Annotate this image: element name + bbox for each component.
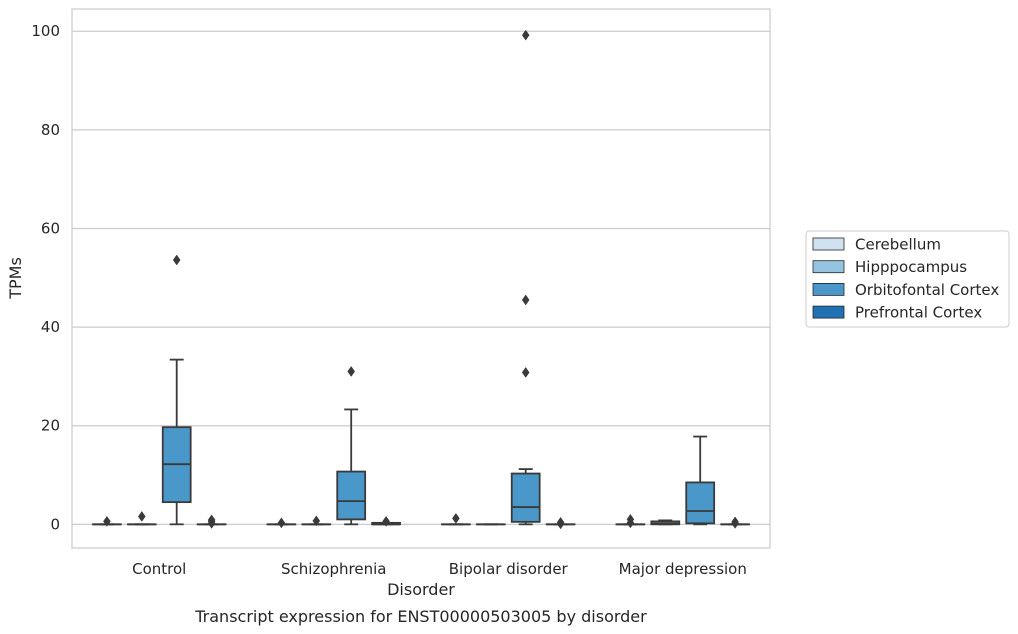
box-plot bbox=[126, 511, 157, 526]
outlier-point bbox=[312, 515, 321, 527]
box-plot bbox=[545, 516, 576, 530]
outlier-point bbox=[521, 294, 530, 306]
legend-entry-label: Hipppocampus bbox=[855, 258, 967, 276]
outlier-point bbox=[207, 514, 216, 526]
legend-swatch bbox=[812, 237, 845, 251]
y-tick-label: 40 bbox=[41, 318, 60, 336]
box-plot bbox=[266, 517, 297, 529]
box-plot bbox=[441, 512, 471, 526]
series-hipppocampus bbox=[126, 511, 681, 527]
outlier-point bbox=[626, 513, 635, 525]
box-plot bbox=[650, 519, 681, 526]
x-axis-label: Disorder bbox=[387, 580, 455, 599]
legend-entry-label: Cerebellum bbox=[855, 236, 941, 254]
legend: Cerebellum Hipppocampus Orbitofontal Corte… bbox=[805, 230, 1010, 328]
outlier-point bbox=[452, 512, 460, 524]
y-tick-label: 100 bbox=[31, 22, 60, 40]
box-iqr bbox=[685, 481, 716, 525]
box-plot bbox=[615, 513, 646, 529]
box-plot bbox=[685, 435, 716, 526]
legend-frame bbox=[805, 230, 1010, 328]
box-groups bbox=[92, 29, 750, 530]
box-plot bbox=[336, 366, 367, 526]
box-plot bbox=[510, 29, 541, 526]
outlier-point bbox=[103, 515, 111, 527]
x-tick-label: Control bbox=[132, 560, 186, 578]
legend-entry-label: Prefrontal Cortex bbox=[855, 304, 982, 322]
y-tick-label: 0 bbox=[50, 515, 60, 533]
outlier-point bbox=[347, 366, 356, 377]
legend-swatch bbox=[812, 305, 845, 319]
series-orbitofontal-cortex bbox=[161, 29, 716, 526]
outlier-point bbox=[521, 367, 530, 378]
x-tick-label: Major depression bbox=[619, 560, 747, 578]
x-axis-ticks: Control Schizophrenia Bipolar disorder Majo… bbox=[132, 560, 747, 578]
x-tick-label: Schizophrenia bbox=[281, 560, 386, 578]
legend-swatch bbox=[812, 260, 845, 274]
y-tick-label: 20 bbox=[41, 417, 60, 435]
outlier-point bbox=[556, 516, 565, 528]
series-cerebellum bbox=[92, 512, 646, 529]
y-axis-ticks: 0 20 40 60 80 100 bbox=[31, 22, 60, 533]
chart-caption: Transcript expression for ENST0000050300… bbox=[194, 607, 647, 626]
plot-area-frame bbox=[71, 8, 771, 549]
legend-swatch bbox=[812, 282, 845, 296]
y-axis-label: TPMs bbox=[6, 257, 25, 300]
box-plot bbox=[196, 514, 227, 529]
y-tick-label: 60 bbox=[41, 219, 60, 237]
box-plot bbox=[371, 515, 401, 527]
box-plot bbox=[301, 515, 332, 527]
box-plot bbox=[720, 516, 750, 529]
outlier-point bbox=[731, 516, 739, 528]
box-iqr bbox=[510, 472, 541, 523]
outlier-point bbox=[277, 517, 286, 529]
box-iqr bbox=[336, 470, 367, 521]
y-tick-label: 80 bbox=[41, 121, 60, 139]
outlier-point bbox=[382, 515, 390, 527]
outlier-point bbox=[137, 511, 146, 522]
box-plot bbox=[161, 254, 192, 526]
outlier-point bbox=[172, 254, 181, 266]
series-prefrontal-cortex bbox=[196, 514, 750, 530]
outlier-point bbox=[521, 29, 530, 41]
legend-entry-label: Orbitofontal Cortex bbox=[855, 281, 999, 299]
x-tick-label: Bipolar disorder bbox=[449, 560, 569, 578]
box-plot bbox=[92, 515, 122, 527]
